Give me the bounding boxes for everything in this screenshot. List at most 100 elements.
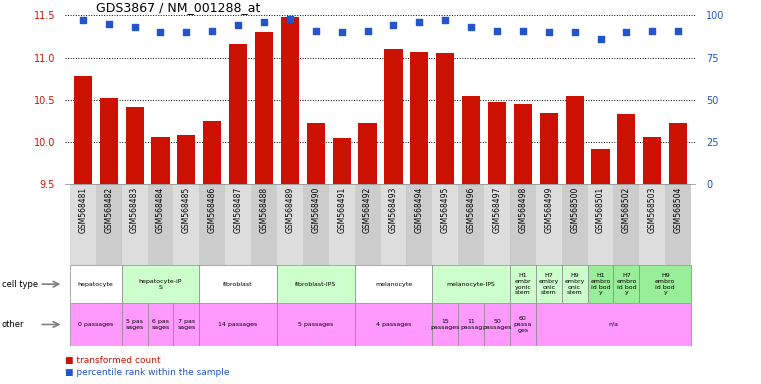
Bar — [122, 265, 199, 303]
Text: GSM568484: GSM568484 — [156, 187, 165, 233]
Bar — [432, 303, 458, 346]
Bar — [177, 135, 196, 184]
Bar — [199, 303, 277, 346]
Bar — [665, 184, 691, 265]
Bar — [613, 184, 639, 265]
Bar — [384, 49, 403, 184]
Text: cell type: cell type — [2, 280, 37, 289]
Text: GSM568495: GSM568495 — [441, 187, 450, 233]
Text: 0 passages: 0 passages — [78, 322, 113, 327]
Text: GSM568491: GSM568491 — [337, 187, 346, 233]
Bar — [151, 137, 170, 184]
Text: melanocyte: melanocyte — [375, 281, 412, 287]
Point — [491, 28, 503, 34]
Point — [387, 22, 400, 28]
Text: GSM568493: GSM568493 — [389, 187, 398, 233]
Text: n/a: n/a — [609, 322, 619, 327]
Text: melanocyte-IPS: melanocyte-IPS — [447, 281, 495, 287]
Bar — [458, 184, 484, 265]
Text: H7
embro
id bod
y: H7 embro id bod y — [616, 273, 637, 295]
Text: fibroblast: fibroblast — [223, 281, 253, 287]
Point — [77, 17, 89, 23]
Point — [517, 28, 529, 34]
Text: GDS3867 / NM_001288_at: GDS3867 / NM_001288_at — [96, 1, 260, 14]
Bar — [540, 113, 558, 184]
Text: fibroblast-IPS: fibroblast-IPS — [295, 281, 336, 287]
Bar — [410, 52, 428, 184]
Text: hepatocyte: hepatocyte — [78, 281, 113, 287]
Bar — [148, 303, 174, 346]
Bar — [70, 303, 122, 346]
Text: GSM568500: GSM568500 — [570, 187, 579, 233]
Bar — [251, 184, 277, 265]
Bar — [255, 32, 273, 184]
Text: GSM568504: GSM568504 — [673, 187, 683, 233]
Bar — [406, 184, 432, 265]
Bar — [122, 303, 148, 346]
Text: 60
passa
ges: 60 passa ges — [514, 316, 532, 333]
Bar — [199, 184, 225, 265]
Bar — [587, 184, 613, 265]
Bar — [174, 303, 199, 346]
Bar — [281, 17, 299, 184]
Text: 11
passag: 11 passag — [460, 319, 482, 330]
Bar — [432, 265, 510, 303]
Text: GSM568494: GSM568494 — [415, 187, 424, 233]
Bar — [536, 265, 562, 303]
Bar — [355, 303, 432, 346]
Point — [543, 29, 555, 35]
Bar — [126, 107, 144, 184]
Bar — [329, 184, 355, 265]
Text: 50
passages: 50 passages — [482, 319, 511, 330]
Bar — [562, 265, 587, 303]
Point — [206, 28, 218, 34]
Bar — [488, 103, 506, 184]
Text: H9
embro
id bod
y: H9 embro id bod y — [655, 273, 676, 295]
Point — [284, 16, 296, 22]
Point — [129, 24, 141, 30]
Bar — [100, 98, 118, 184]
Bar — [510, 184, 536, 265]
Bar — [613, 265, 639, 303]
Text: GSM568488: GSM568488 — [260, 187, 269, 233]
Text: GSM568481: GSM568481 — [78, 187, 88, 233]
Text: hepatocyte-iP
S: hepatocyte-iP S — [139, 279, 182, 290]
Bar — [303, 184, 329, 265]
Text: 4 passages: 4 passages — [376, 322, 411, 327]
Bar — [174, 184, 199, 265]
Point — [336, 29, 348, 35]
Point — [568, 29, 581, 35]
Point — [154, 29, 167, 35]
Bar — [510, 265, 536, 303]
Bar — [307, 124, 325, 184]
Bar — [96, 184, 122, 265]
Bar — [484, 184, 510, 265]
Text: GSM568482: GSM568482 — [104, 187, 113, 233]
Text: H1
embr
yonic
stem: H1 embr yonic stem — [514, 273, 531, 295]
Bar — [70, 184, 96, 265]
Point — [465, 24, 477, 30]
Bar — [514, 104, 532, 184]
Text: GSM568485: GSM568485 — [182, 187, 191, 233]
Text: ■ transformed count: ■ transformed count — [65, 356, 161, 366]
Text: GSM568502: GSM568502 — [622, 187, 631, 233]
Bar — [122, 184, 148, 265]
Bar — [355, 184, 380, 265]
Text: 5 pas
sages: 5 pas sages — [126, 319, 144, 330]
Point — [232, 22, 244, 28]
Bar — [484, 303, 510, 346]
Bar — [536, 184, 562, 265]
Point — [672, 28, 684, 34]
Point — [439, 17, 451, 23]
Text: H7
embry
onic
stem: H7 embry onic stem — [539, 273, 559, 295]
Point — [180, 29, 193, 35]
Text: GSM568501: GSM568501 — [596, 187, 605, 233]
Bar — [510, 303, 536, 346]
Text: GSM568498: GSM568498 — [518, 187, 527, 233]
Point — [620, 29, 632, 35]
Point — [103, 21, 115, 27]
Text: GSM568496: GSM568496 — [466, 187, 476, 233]
Text: 7 pas
sages: 7 pas sages — [177, 319, 196, 330]
Bar — [565, 96, 584, 184]
Point — [594, 36, 607, 42]
